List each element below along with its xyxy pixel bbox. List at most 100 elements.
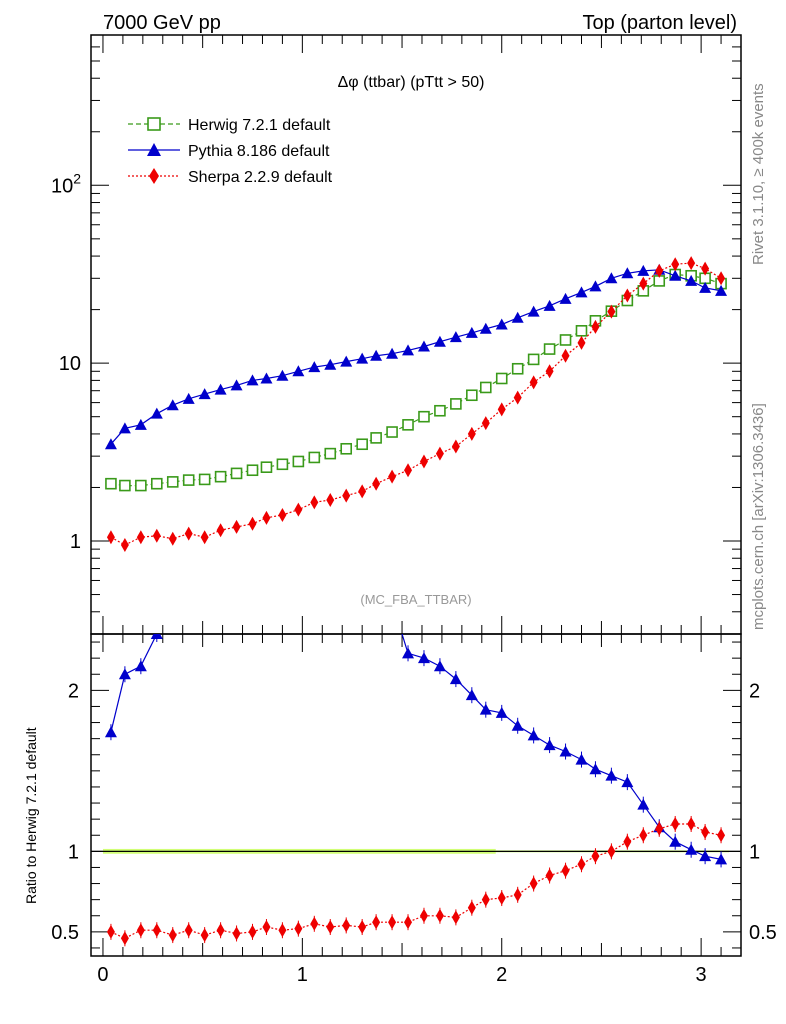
herwig-main-point bbox=[386, 426, 398, 438]
pythia-ratio-point bbox=[104, 726, 117, 738]
pythia-main-point bbox=[230, 379, 243, 391]
axis-ticks bbox=[91, 34, 742, 956]
sherpa-main-point bbox=[404, 463, 413, 478]
ratio-x-tick-label: 3 bbox=[696, 964, 707, 986]
pythia-main-point bbox=[465, 326, 478, 338]
sherpa-ratio-point bbox=[326, 920, 335, 935]
sherpa-main-point bbox=[388, 469, 397, 484]
pythia-ratio-point bbox=[699, 850, 712, 862]
sherpa-ratio-point bbox=[481, 892, 490, 907]
pythia-main-point bbox=[479, 322, 492, 334]
sherpa-main-point bbox=[687, 256, 696, 271]
pythia-ratio-point bbox=[621, 776, 634, 788]
herwig-main-point bbox=[150, 477, 163, 490]
pythia-ratio-point bbox=[167, 588, 179, 599]
sherpa-ratio-point bbox=[467, 900, 476, 915]
pythia-main-point bbox=[308, 361, 321, 373]
sherpa-main-point bbox=[106, 530, 115, 545]
sherpa-main-point bbox=[639, 276, 648, 291]
sherpa-main-point bbox=[701, 261, 710, 276]
pythia-main-point bbox=[214, 383, 227, 395]
pythia-ratio-point bbox=[433, 660, 446, 672]
sherpa-ratio-point bbox=[106, 924, 115, 939]
herwig-main-point bbox=[402, 419, 414, 431]
sherpa-main-point bbox=[467, 426, 476, 441]
ratio-y-tick-label-right: 2 bbox=[749, 680, 760, 702]
herwig-main-point bbox=[511, 362, 524, 375]
sherpa-main-point bbox=[561, 348, 570, 363]
sherpa-main-point bbox=[591, 319, 600, 334]
plot-title: Δφ (ttbar) (pTtt > 50) bbox=[338, 74, 485, 91]
sherpa-main-point bbox=[152, 528, 161, 543]
sherpa-ratio-point bbox=[404, 915, 413, 930]
pythia-ratio-point bbox=[292, 491, 304, 502]
sherpa-main-point bbox=[435, 446, 444, 461]
pythia-ratio-point bbox=[150, 634, 163, 639]
sherpa-main-point bbox=[294, 502, 303, 517]
pythia-ratio-point bbox=[715, 853, 728, 865]
sherpa-main-point bbox=[372, 476, 381, 491]
sherpa-legend-marker bbox=[149, 168, 159, 184]
sherpa-main-point bbox=[529, 375, 538, 390]
pythia-ratio-point bbox=[402, 647, 415, 659]
sherpa-main-point bbox=[262, 510, 271, 525]
side-text-upper: Rivet 3.1.10, ≥ 400k events bbox=[750, 83, 767, 265]
herwig-main-point bbox=[418, 410, 430, 423]
herwig-main-point bbox=[260, 461, 273, 474]
pythia-ratio-point bbox=[495, 706, 508, 718]
pythia-ratio-point bbox=[543, 739, 556, 751]
pythia-main-point bbox=[495, 318, 508, 330]
herwig-main-point bbox=[324, 447, 337, 460]
sherpa-main-point bbox=[216, 523, 225, 538]
pythia-ratio-point bbox=[370, 572, 382, 583]
sherpa-ratio-point bbox=[639, 828, 648, 843]
pythia-ratio-point bbox=[589, 763, 602, 775]
sherpa-legend-label: Sherpa 2.2.9 default bbox=[188, 169, 333, 186]
sherpa-ratio-point bbox=[701, 825, 710, 840]
pythia-main-point bbox=[260, 372, 273, 384]
sherpa-ratio-point bbox=[419, 908, 428, 923]
pythia-main-point bbox=[669, 269, 682, 281]
herwig-legend-label: Herwig 7.2.1 default bbox=[188, 117, 331, 134]
sherpa-ratio-point bbox=[294, 921, 303, 936]
pythia-main-point bbox=[559, 292, 572, 304]
pythia-main-point bbox=[511, 311, 524, 323]
pythia-main-point bbox=[417, 340, 430, 352]
pythia-ratio-line bbox=[110, 634, 722, 860]
herwig-main-point bbox=[527, 353, 540, 366]
pythia-main-point bbox=[118, 422, 131, 434]
herwig-main-point bbox=[495, 372, 508, 385]
sherpa-ratio-point bbox=[342, 918, 351, 933]
pythia-main-point bbox=[685, 274, 698, 286]
sherpa-main-point bbox=[655, 263, 664, 278]
main-y-tick-label: 102 bbox=[51, 170, 81, 197]
pythia-ratio-point bbox=[356, 539, 368, 550]
pythia-main-point bbox=[292, 365, 305, 377]
pythia-main-point bbox=[589, 280, 602, 292]
sherpa-main-point bbox=[184, 526, 193, 541]
sherpa-main-point bbox=[607, 304, 616, 319]
pythia-main-point bbox=[621, 267, 634, 279]
herwig-main-point bbox=[356, 438, 368, 451]
ratio-panel-frame bbox=[90, 633, 742, 957]
pythia-legend-label: Pythia 8.186 default bbox=[188, 143, 330, 160]
herwig-main-point bbox=[308, 451, 321, 464]
ratio-panel-series bbox=[91, 491, 741, 947]
herwig-legend-marker bbox=[147, 117, 161, 131]
pythia-main-point bbox=[605, 272, 618, 284]
pythia-main-point bbox=[246, 374, 259, 386]
pythia-ratio-point bbox=[340, 515, 352, 526]
pythia-ratio-point bbox=[527, 729, 540, 741]
pythia-main-point bbox=[324, 358, 337, 370]
herwig-main-point bbox=[370, 432, 382, 444]
pythia-ratio-point bbox=[669, 835, 682, 847]
analysis-tag: (MC_FBA_TTBAR) bbox=[360, 592, 471, 607]
sherpa-ratio-point bbox=[529, 876, 538, 891]
sherpa-ratio-point bbox=[168, 928, 177, 943]
pythia-main-point bbox=[637, 264, 650, 276]
pythia-main-point bbox=[198, 388, 211, 400]
sherpa-ratio-point bbox=[577, 857, 586, 872]
ratio-y-tick-label-left: 0.5 bbox=[51, 922, 79, 944]
herwig-main-point bbox=[292, 455, 305, 468]
herwig-main-point bbox=[434, 404, 446, 417]
